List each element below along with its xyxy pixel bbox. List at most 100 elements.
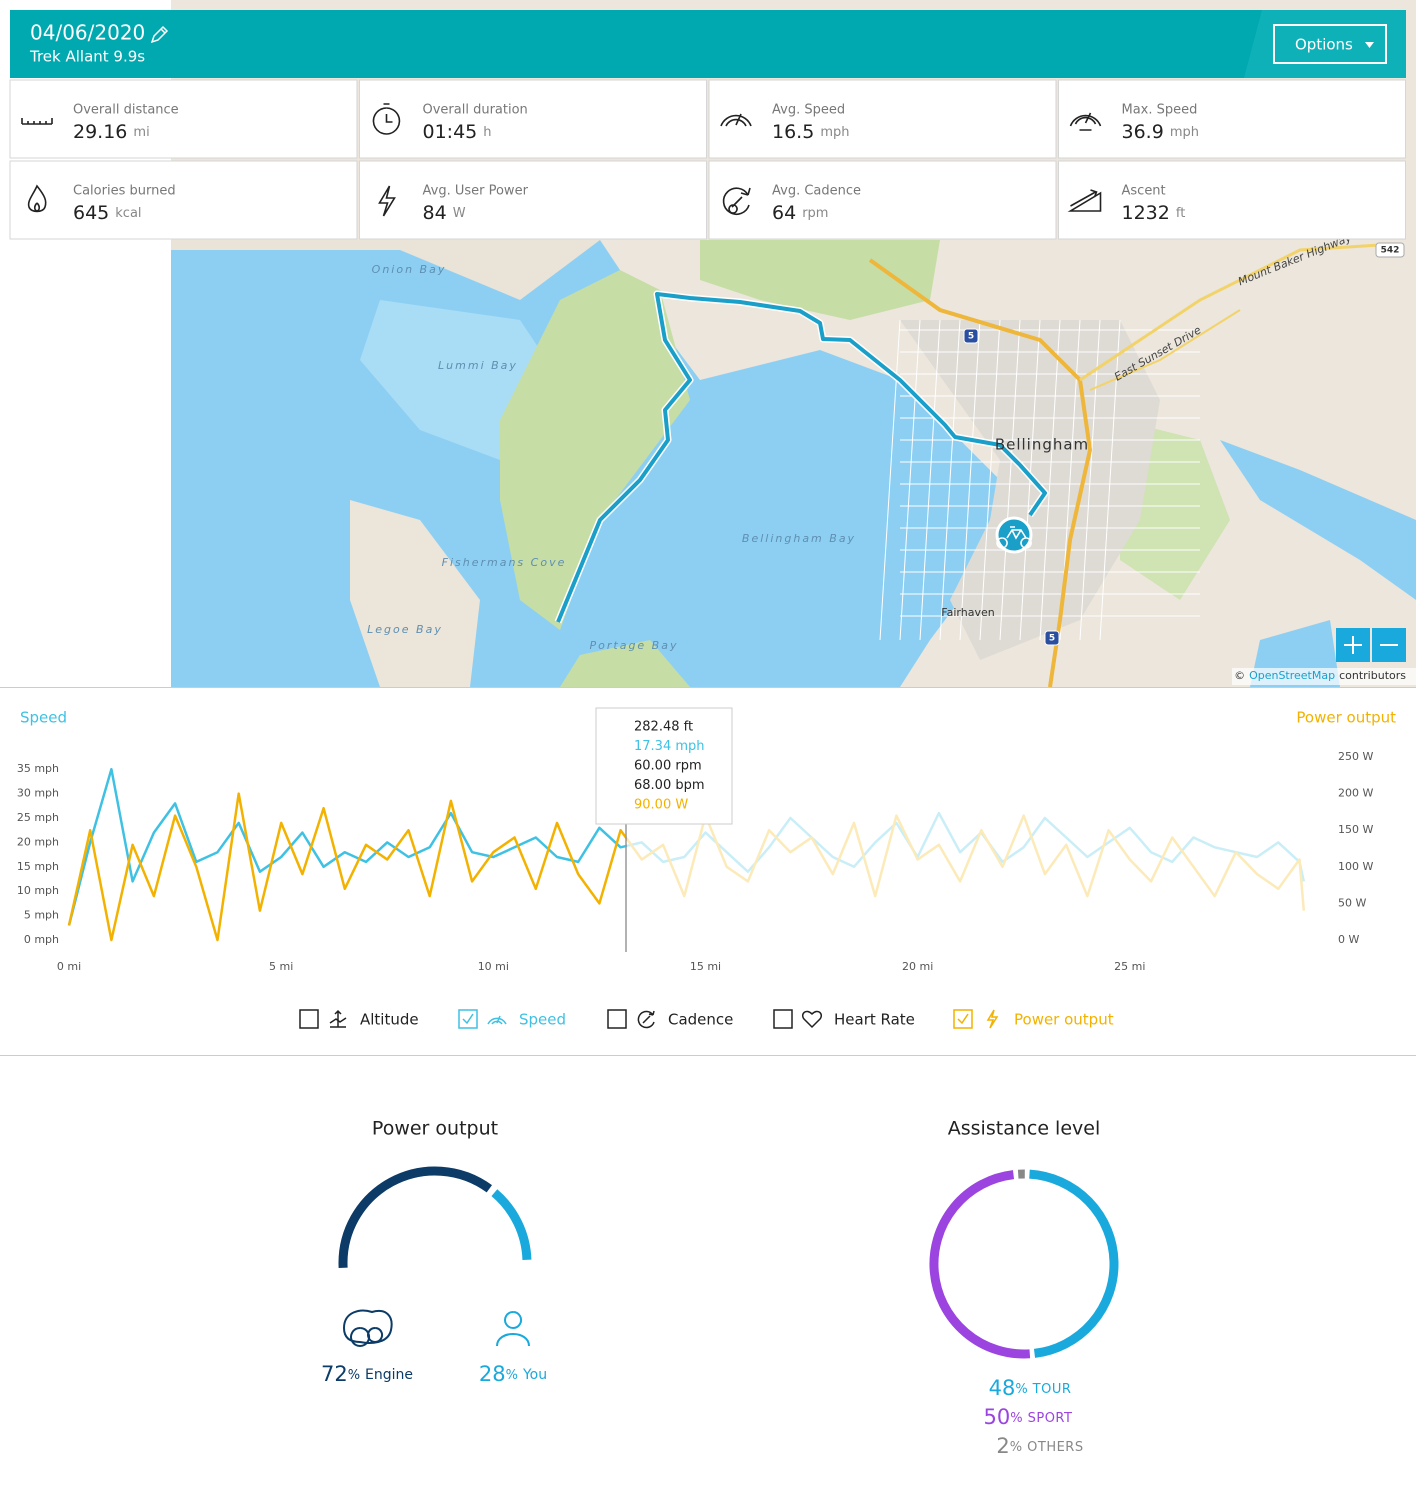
y2-tick-label: 0 W [1338, 933, 1359, 946]
map-label: Bellingham Bay [742, 532, 856, 545]
toggle[interactable]: Power output [953, 1009, 1114, 1029]
stat-card [359, 79, 707, 159]
y-tick-label: 35 mph [17, 762, 59, 775]
stat-value: 16.5 mph [772, 121, 849, 143]
y-tick-label: 25 mph [17, 811, 59, 824]
attribution-text: contributors [1339, 669, 1406, 682]
user-icon [496, 1311, 530, 1347]
stat-label: Avg. Cadence [772, 184, 861, 199]
map-attribution: © OpenStreetMap contributors [1234, 669, 1406, 682]
level-value: 2 [996, 1434, 1009, 1458]
stat-unit: mph [820, 125, 849, 140]
donut-segment [491, 1189, 532, 1261]
stat-number: 16.5 [772, 121, 814, 143]
toggle-label[interactable]: Power output [1014, 1011, 1114, 1029]
tooltip-line: 68.00 bpm [634, 778, 705, 793]
bike-name: Trek Allant 9.9s [29, 48, 145, 66]
stat-label: Ascent [1122, 184, 1166, 199]
stat-number: 645 [73, 202, 109, 224]
map-label: Onion Bay [372, 263, 447, 276]
level-value: 50 [984, 1405, 1011, 1429]
map-land [350, 500, 480, 687]
x-tick-label: 10 mi [478, 960, 509, 973]
toggle[interactable]: Cadence [607, 1009, 733, 1029]
toggle-label[interactable]: Speed [519, 1011, 566, 1029]
stat-card [359, 160, 707, 240]
toggle[interactable]: Heart Rate [773, 1009, 915, 1029]
map-label: Portage Bay [590, 639, 679, 652]
toggle[interactable]: Altitude [299, 1009, 419, 1029]
stat-unit: h [483, 125, 491, 140]
stat-card [9, 79, 358, 159]
share-value: 28 [479, 1362, 506, 1386]
stat-value: 1232 ft [1122, 202, 1186, 224]
toggle-checkbox[interactable] [773, 1009, 793, 1029]
map-green [700, 240, 940, 320]
stat-icon [1069, 112, 1102, 131]
y2-tick-label: 250 W [1338, 750, 1373, 763]
y-tick-label: 30 mph [17, 787, 59, 800]
stat-value: 64 rpm [772, 202, 828, 224]
level-unit: % [1010, 1440, 1022, 1455]
donut-segment [338, 1166, 492, 1269]
unplayed-overlay [627, 740, 1331, 944]
y2-axis-title: Power output [1296, 709, 1396, 727]
stat-number: 64 [772, 202, 796, 224]
map-highway [1079, 243, 1381, 382]
toggle-icon [637, 1010, 655, 1029]
x-tick-label: 20 mi [902, 960, 933, 973]
tooltip-line: 90.00 W [634, 798, 688, 813]
share-unit: % [348, 1368, 360, 1383]
stat-unit: mi [133, 125, 149, 140]
map-green [560, 640, 690, 687]
map-lake [1220, 440, 1416, 600]
toggle-checkbox[interactable] [607, 1009, 627, 1029]
map-label: Legoe Bay [367, 623, 443, 636]
stat-value: 645 kcal [73, 202, 142, 224]
x-tick-label: 5 mi [269, 960, 293, 973]
donut-segment [929, 1170, 1031, 1359]
options-button[interactable] [1273, 24, 1387, 64]
toggle-checkbox[interactable] [299, 1009, 319, 1029]
y2-tick-label: 200 W [1338, 787, 1373, 800]
map-label: Bellingham [995, 436, 1089, 454]
toggle[interactable]: Speed [458, 1009, 566, 1029]
share-label: 72% Engine [321, 1362, 413, 1386]
stat-label: Avg. Speed [772, 103, 845, 118]
level-label: 48% TOUR [989, 1376, 1072, 1400]
section-title: Power output [372, 1118, 498, 1140]
map-highway [868, 258, 1093, 687]
tooltip-line: 17.34 mph [634, 739, 705, 754]
map-land-north [171, 240, 600, 300]
edit-icon[interactable] [150, 25, 169, 44]
y-axis-title: Speed [20, 709, 67, 727]
share-name: Engine [365, 1367, 413, 1383]
checkmark [462, 1013, 474, 1025]
toggle-checkbox[interactable] [953, 1009, 973, 1029]
y2-tick-label: 50 W [1338, 896, 1366, 909]
stat-icon [21, 118, 53, 125]
engine-icon [342, 1309, 393, 1347]
level-name: SPORT [1028, 1411, 1073, 1426]
bike-icon [996, 526, 1032, 549]
route [556, 292, 1047, 623]
toggle-checkbox[interactable] [458, 1009, 478, 1029]
tooltip-line: 282.48 ft [634, 720, 693, 735]
map-street [919, 319, 941, 641]
x-tick-label: 25 mi [1114, 960, 1145, 973]
stat-number: 1232 [1122, 202, 1170, 224]
stat-label: Calories burned [73, 184, 176, 199]
stat-unit: kcal [115, 206, 141, 221]
map-label: 5 [1049, 634, 1055, 644]
map-label: Lummi Bay [438, 359, 518, 372]
stat-icon [1067, 189, 1102, 212]
toggle-label[interactable]: Heart Rate [834, 1011, 915, 1029]
toggle-label[interactable]: Altitude [360, 1011, 419, 1029]
toggle-icon [487, 1015, 507, 1025]
y-tick-label: 20 mph [17, 835, 59, 848]
attribution-link[interactable]: OpenStreetMap [1249, 669, 1335, 682]
stat-unit: rpm [802, 206, 828, 221]
toggle-label[interactable]: Cadence [668, 1011, 733, 1029]
attribution-text: © [1234, 669, 1245, 682]
level-label: 2% OTHERS [996, 1434, 1083, 1458]
